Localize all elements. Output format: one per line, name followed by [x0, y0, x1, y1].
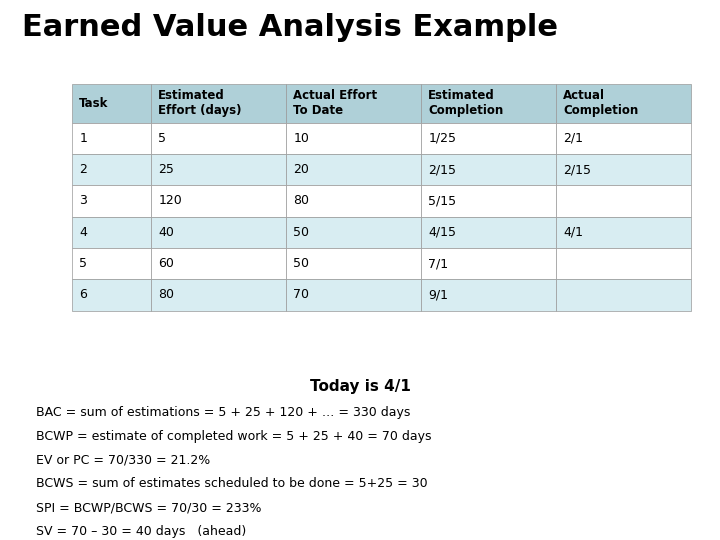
Text: 80: 80: [293, 194, 310, 207]
Text: 4: 4: [79, 226, 87, 239]
Text: Estimated
Completion: Estimated Completion: [428, 89, 503, 117]
Bar: [286, 84, 421, 123]
Bar: [72, 248, 151, 279]
Text: 3: 3: [79, 194, 87, 207]
Bar: [421, 185, 556, 217]
Text: 1: 1: [79, 132, 87, 145]
Text: 5/15: 5/15: [428, 194, 456, 207]
Text: 80: 80: [158, 288, 174, 301]
Text: SV = 70 – 30 = 40 days   (ahead): SV = 70 – 30 = 40 days (ahead): [36, 525, 246, 538]
Text: Today is 4/1: Today is 4/1: [310, 379, 410, 394]
Text: Estimated
Effort (days): Estimated Effort (days): [158, 89, 242, 117]
Text: 4/15: 4/15: [428, 226, 456, 239]
Text: 2/15: 2/15: [563, 163, 591, 176]
Text: 5: 5: [158, 132, 166, 145]
Bar: [72, 123, 151, 154]
Bar: [286, 279, 421, 310]
Text: 4/1: 4/1: [563, 226, 583, 239]
Text: 70: 70: [293, 288, 310, 301]
Bar: [421, 84, 556, 123]
Bar: [286, 217, 421, 248]
Bar: [286, 154, 421, 185]
Bar: [151, 217, 286, 248]
Text: EV or PC = 70/330 = 21.2%: EV or PC = 70/330 = 21.2%: [36, 454, 210, 467]
Bar: [421, 123, 556, 154]
Text: SPI = BCWP/BCWS = 70/30 = 233%: SPI = BCWP/BCWS = 70/30 = 233%: [36, 501, 261, 514]
Text: Actual Effort
To Date: Actual Effort To Date: [293, 89, 377, 117]
Bar: [556, 154, 691, 185]
Text: 2/1: 2/1: [563, 132, 583, 145]
Text: BAC = sum of estimations = 5 + 25 + 120 + … = 330 days: BAC = sum of estimations = 5 + 25 + 120 …: [36, 406, 410, 419]
Text: BCWP = estimate of completed work = 5 + 25 + 40 = 70 days: BCWP = estimate of completed work = 5 + …: [36, 430, 431, 443]
Text: 60: 60: [158, 257, 174, 270]
Bar: [421, 248, 556, 279]
Bar: [151, 248, 286, 279]
Text: 5: 5: [79, 257, 87, 270]
Bar: [556, 279, 691, 310]
Bar: [151, 84, 286, 123]
Text: 6: 6: [79, 288, 87, 301]
Text: 7/1: 7/1: [428, 257, 449, 270]
Bar: [72, 217, 151, 248]
Bar: [72, 279, 151, 310]
Bar: [72, 154, 151, 185]
Bar: [286, 248, 421, 279]
Bar: [421, 217, 556, 248]
Text: 50: 50: [293, 226, 310, 239]
Bar: [421, 154, 556, 185]
Bar: [556, 248, 691, 279]
Text: Earned Value Analysis Example: Earned Value Analysis Example: [22, 14, 557, 43]
Bar: [286, 185, 421, 217]
Text: 2/15: 2/15: [428, 163, 456, 176]
Text: 120: 120: [158, 194, 182, 207]
Bar: [556, 84, 691, 123]
Text: 50: 50: [293, 257, 310, 270]
Text: 1/25: 1/25: [428, 132, 456, 145]
Text: 40: 40: [158, 226, 174, 239]
Text: BCWS = sum of estimates scheduled to be done = 5+25 = 30: BCWS = sum of estimates scheduled to be …: [36, 477, 428, 490]
Text: Task: Task: [79, 97, 109, 110]
Bar: [151, 279, 286, 310]
Bar: [151, 154, 286, 185]
Bar: [556, 185, 691, 217]
Text: Actual
Completion: Actual Completion: [563, 89, 639, 117]
Bar: [421, 279, 556, 310]
Bar: [72, 185, 151, 217]
Bar: [72, 84, 151, 123]
Bar: [556, 123, 691, 154]
Text: 2: 2: [79, 163, 87, 176]
Text: 10: 10: [293, 132, 309, 145]
Bar: [286, 123, 421, 154]
Bar: [556, 217, 691, 248]
Text: 9/1: 9/1: [428, 288, 449, 301]
Bar: [151, 185, 286, 217]
Text: 25: 25: [158, 163, 174, 176]
Bar: [151, 123, 286, 154]
Text: 20: 20: [293, 163, 309, 176]
